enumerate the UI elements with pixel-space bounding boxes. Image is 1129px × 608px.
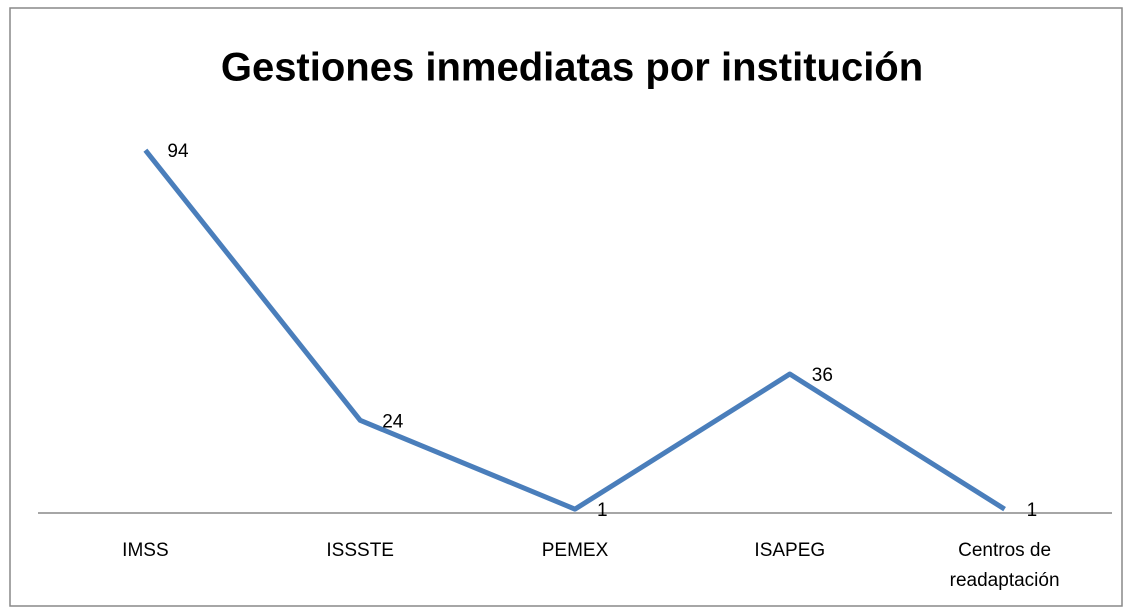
- x-tick-label: PEMEX: [542, 540, 609, 561]
- data-label: 1: [597, 500, 608, 521]
- data-label: 24: [382, 411, 404, 432]
- line-series: [143, 148, 1006, 512]
- x-tick-label: Centros de readaptación: [950, 540, 1060, 591]
- x-tick-label: IMSS: [122, 540, 168, 561]
- x-tick-label: ISAPEG: [754, 540, 825, 561]
- x-tick-label-line: readaptación: [950, 570, 1060, 591]
- x-tick-label: ISSSTE: [326, 540, 394, 561]
- x-tick-label-line: Centros de: [958, 540, 1051, 561]
- data-label: 36: [812, 365, 833, 386]
- chart-title: Gestiones inmediatas por institución: [221, 46, 923, 90]
- chart-border: [9, 7, 1123, 607]
- data-label: 1: [1027, 500, 1038, 521]
- data-label: 94: [167, 141, 189, 162]
